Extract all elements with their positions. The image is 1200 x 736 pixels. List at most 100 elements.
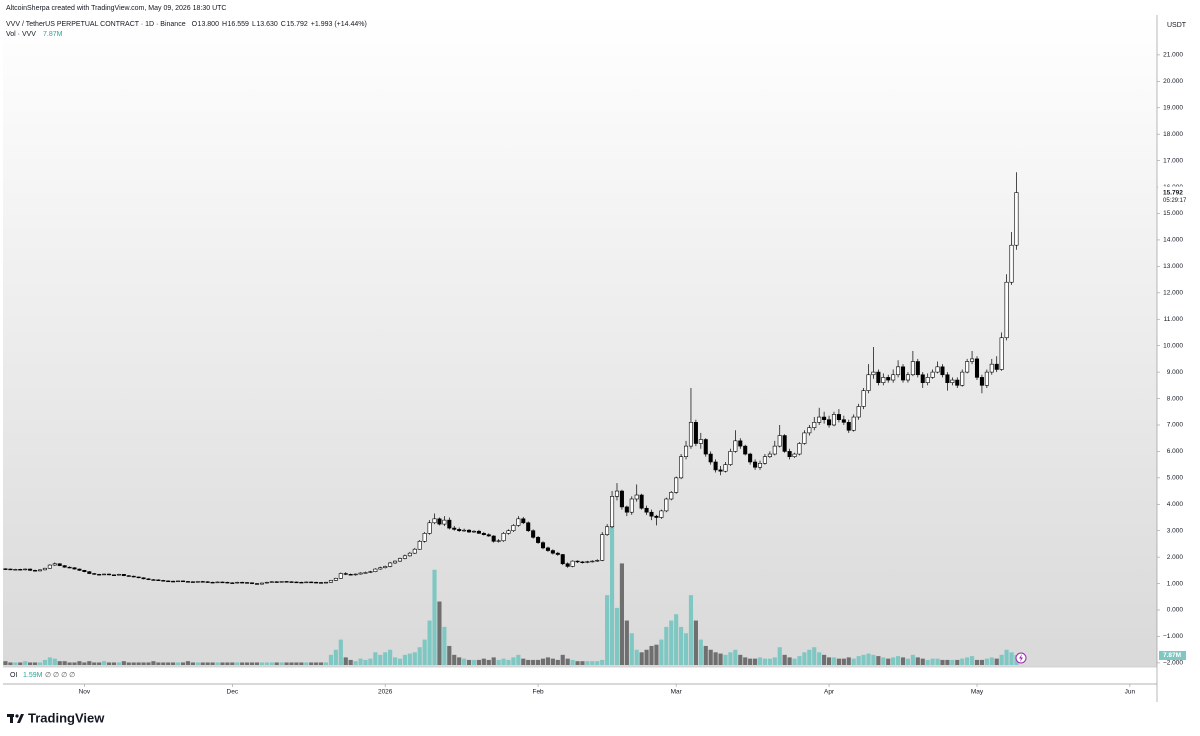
- y-tick-label: 18.000: [1163, 131, 1183, 138]
- candle-body: [565, 563, 570, 567]
- candle-body: [33, 570, 38, 572]
- candle-body: [220, 581, 225, 584]
- volume-bar: [82, 662, 87, 665]
- volume-bar: [817, 652, 822, 665]
- candle-body: [131, 575, 136, 578]
- candle-body: [195, 581, 200, 583]
- volume-bar: [787, 657, 792, 665]
- candle-body: [817, 416, 822, 423]
- candle-body: [989, 363, 994, 373]
- candle-body: [605, 526, 610, 535]
- oi-legend-extra: ∅ ∅ ∅ ∅: [45, 672, 75, 679]
- candle-body: [861, 390, 866, 407]
- volume-bar: [802, 652, 807, 665]
- candle-body: [526, 522, 531, 532]
- volume-bar: [171, 662, 176, 665]
- volume-bar: [358, 658, 363, 665]
- volume-bar: [861, 654, 866, 665]
- candle-body: [319, 582, 324, 584]
- volume-bar: [595, 661, 600, 665]
- candle-body: [974, 358, 980, 378]
- volume-bar: [13, 662, 18, 665]
- volume-bar: [688, 595, 694, 665]
- volume-bar: [269, 662, 274, 665]
- x-tick-label: Dec: [227, 689, 239, 696]
- volume-bar: [299, 662, 304, 665]
- volume-bar: [920, 658, 925, 665]
- volume-bar: [77, 661, 82, 665]
- volume-bar: [274, 662, 279, 665]
- candle-body: [886, 377, 891, 381]
- candle-body: [935, 366, 940, 373]
- volume-bar: [294, 662, 299, 665]
- x-tick-label: Mar: [671, 689, 683, 696]
- candle-body: [102, 573, 107, 576]
- volume-bar: [245, 662, 250, 665]
- candle-body: [343, 573, 348, 575]
- volume-bar: [718, 653, 723, 665]
- volume-bar: [28, 662, 33, 665]
- volume-bar: [333, 649, 338, 665]
- y-tick-label: 7.000: [1167, 422, 1184, 429]
- volume-bar: [452, 654, 457, 665]
- y-tick-label: 1.000: [1167, 580, 1184, 587]
- footer-logo: TradingView: [28, 710, 105, 725]
- volume-bar: [323, 662, 329, 665]
- candle-body: [506, 530, 511, 534]
- candle-body: [284, 581, 289, 583]
- candle-body: [610, 496, 615, 528]
- pane-background: [3, 15, 1157, 667]
- ohlc-change: +1.993 (+14.44%): [311, 21, 367, 28]
- candle-body: [925, 377, 930, 383]
- volume-bar: [807, 649, 812, 665]
- candle-body: [3, 568, 8, 570]
- volume-bar: [37, 662, 43, 665]
- candle-body: [363, 572, 368, 574]
- candle-body: [185, 581, 190, 583]
- volume-bar: [506, 659, 511, 665]
- ohlc-value: 13.800: [198, 21, 220, 28]
- candle-body: [166, 580, 171, 583]
- volume-bar: [767, 658, 772, 665]
- candle-body: [486, 534, 491, 537]
- volume-bar: [161, 662, 166, 665]
- candle-body: [432, 518, 437, 524]
- candle-body: [846, 422, 851, 431]
- volume-bar: [708, 649, 713, 665]
- candle-body: [92, 573, 97, 575]
- volume-bar: [486, 659, 491, 665]
- candle-body: [52, 563, 57, 566]
- candle-body: [358, 572, 363, 575]
- volume-bar: [432, 569, 437, 665]
- candle-body: [733, 440, 738, 452]
- volume-bar: [215, 662, 220, 665]
- volume-bar: [328, 654, 334, 665]
- candle-body: [82, 570, 87, 572]
- candle-body: [757, 463, 763, 468]
- candle-body: [225, 581, 230, 584]
- volume-bar: [605, 595, 610, 665]
- volume-bar: [659, 639, 664, 665]
- candle-body: [97, 574, 102, 576]
- volume-bar: [457, 657, 462, 665]
- volume-bar: [733, 649, 738, 665]
- candle-body: [323, 581, 329, 584]
- candle-body: [979, 377, 984, 386]
- candle-body: [950, 379, 955, 383]
- candle-body: [970, 358, 975, 362]
- symbol-title: VVV / TetherUS PERPETUAL CONTRACT · 1D ·…: [6, 21, 186, 28]
- candle-body: [787, 451, 792, 457]
- volume-bar: [225, 662, 230, 665]
- candle-body: [141, 577, 146, 580]
- candle-body: [649, 511, 654, 517]
- attribution: AltcoinSherpa created with TradingView.c…: [6, 5, 227, 12]
- candle-body: [427, 522, 432, 534]
- y-tick-label: 12.000: [1163, 290, 1183, 297]
- candle-body: [314, 581, 319, 584]
- candle-body: [388, 562, 393, 567]
- candle-body: [422, 533, 427, 542]
- candle-body: [634, 494, 639, 500]
- volume-bar: [841, 658, 846, 665]
- candle-body: [412, 548, 417, 554]
